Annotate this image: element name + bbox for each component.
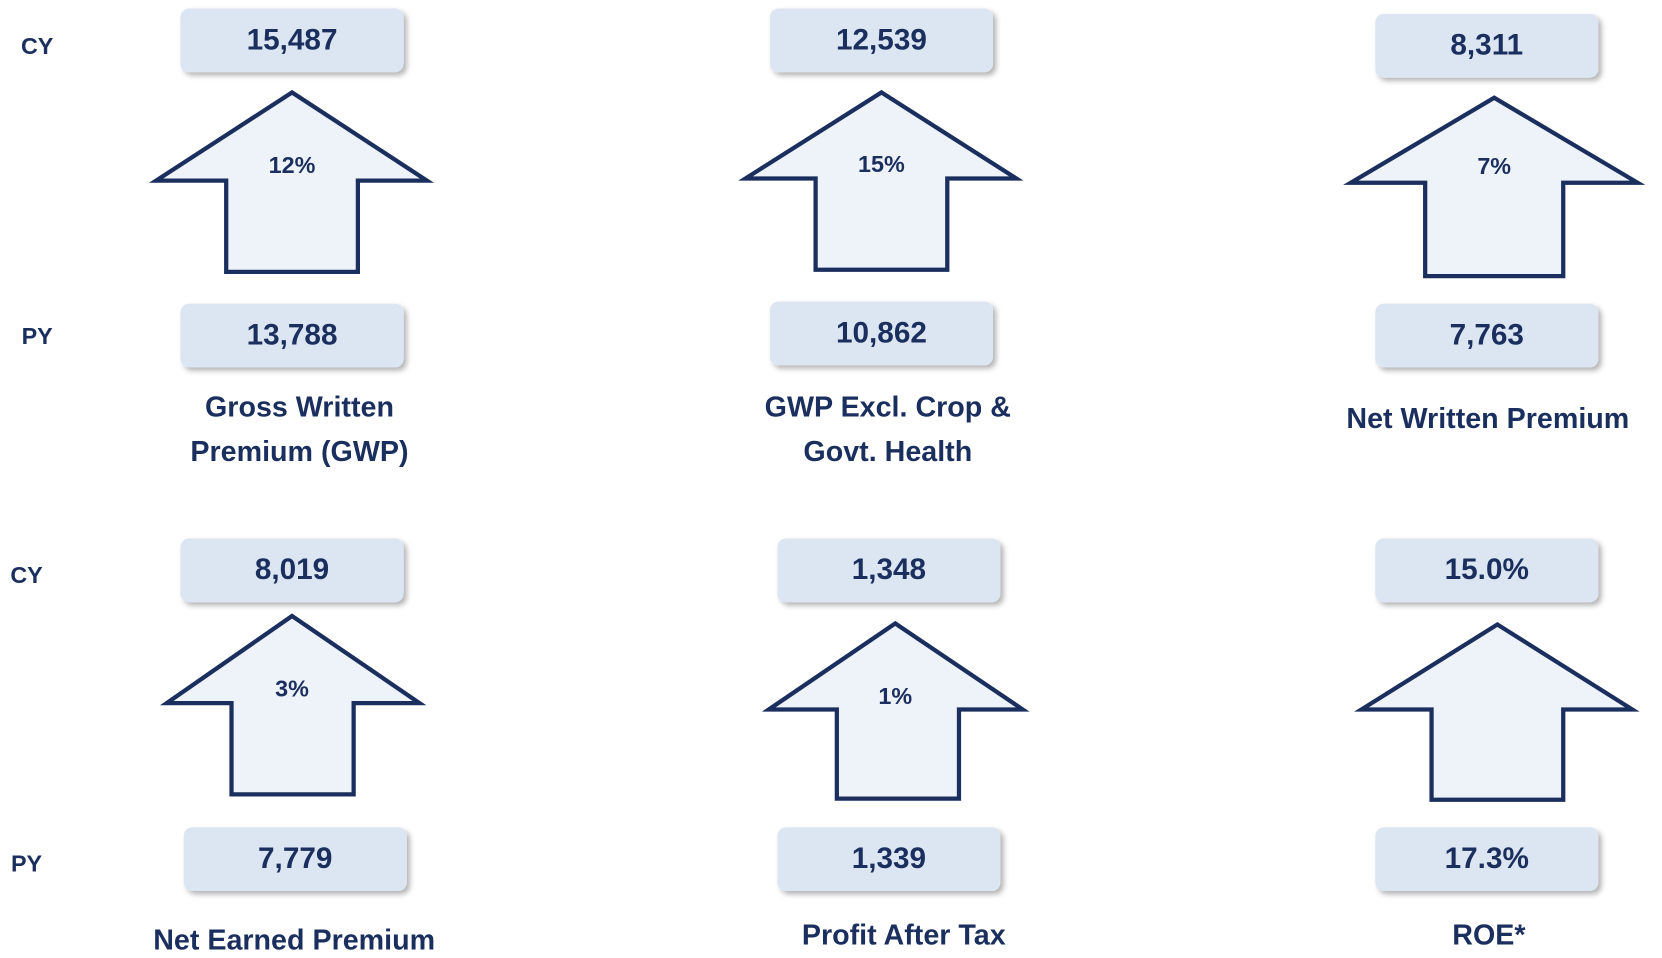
py-value: 10,862: [836, 316, 927, 349]
up-arrow: [738, 89, 1024, 272]
cy-value: 8,019: [255, 553, 329, 586]
metric-label: Premium (GWP): [190, 436, 408, 468]
cy-value: 12,539: [836, 23, 927, 56]
cy-box: [777, 538, 1001, 603]
cy-value: 15.0%: [1445, 553, 1529, 586]
py-box: [183, 827, 407, 892]
cy-box: [769, 8, 993, 73]
py-box: [1375, 827, 1599, 892]
metric-label: Govt. Health: [803, 436, 972, 468]
cy-value: 8,311: [1450, 29, 1523, 62]
up-arrow: [761, 620, 1030, 801]
py-value: 17.3%: [1445, 842, 1529, 875]
cy-label: CY: [21, 33, 54, 59]
cy-box: [180, 538, 404, 603]
up-arrow: [159, 613, 427, 797]
py-value: 7,779: [258, 842, 332, 875]
py-value: 13,788: [247, 319, 338, 352]
cy-box: [1375, 538, 1599, 603]
py-value: 7,763: [1450, 319, 1524, 352]
cy-value: 1,348: [852, 553, 926, 586]
cy-box: [1375, 13, 1599, 78]
py-box: [1375, 303, 1599, 368]
metric-label: ROE*: [1452, 919, 1526, 951]
change: 3%: [275, 676, 309, 702]
change: 1%: [878, 683, 912, 709]
up-arrow: [1343, 95, 1646, 279]
metric-label: Net Earned Premium: [153, 925, 435, 957]
cy-value: 15,487: [247, 23, 338, 56]
py-box: [777, 827, 1001, 892]
metric-label: Profit After Tax: [802, 919, 1006, 951]
metric-label: Gross Written: [205, 391, 394, 423]
cy-label: CY: [10, 562, 43, 588]
change: 12%: [269, 152, 316, 178]
py-box: [180, 303, 404, 368]
metric-label: Net Written Premium: [1346, 403, 1629, 435]
change: 7%: [1477, 153, 1511, 179]
up-arrow: [1354, 621, 1640, 802]
py-label: PY: [22, 323, 54, 349]
change: 15%: [858, 151, 905, 177]
py-value: 1,339: [852, 842, 926, 875]
py-box: [769, 301, 993, 366]
cy-box: [180, 8, 404, 73]
up-arrow: [148, 89, 435, 275]
py-label: PY: [11, 851, 43, 877]
metric-label: GWP Excl. Crop &: [765, 391, 1011, 423]
